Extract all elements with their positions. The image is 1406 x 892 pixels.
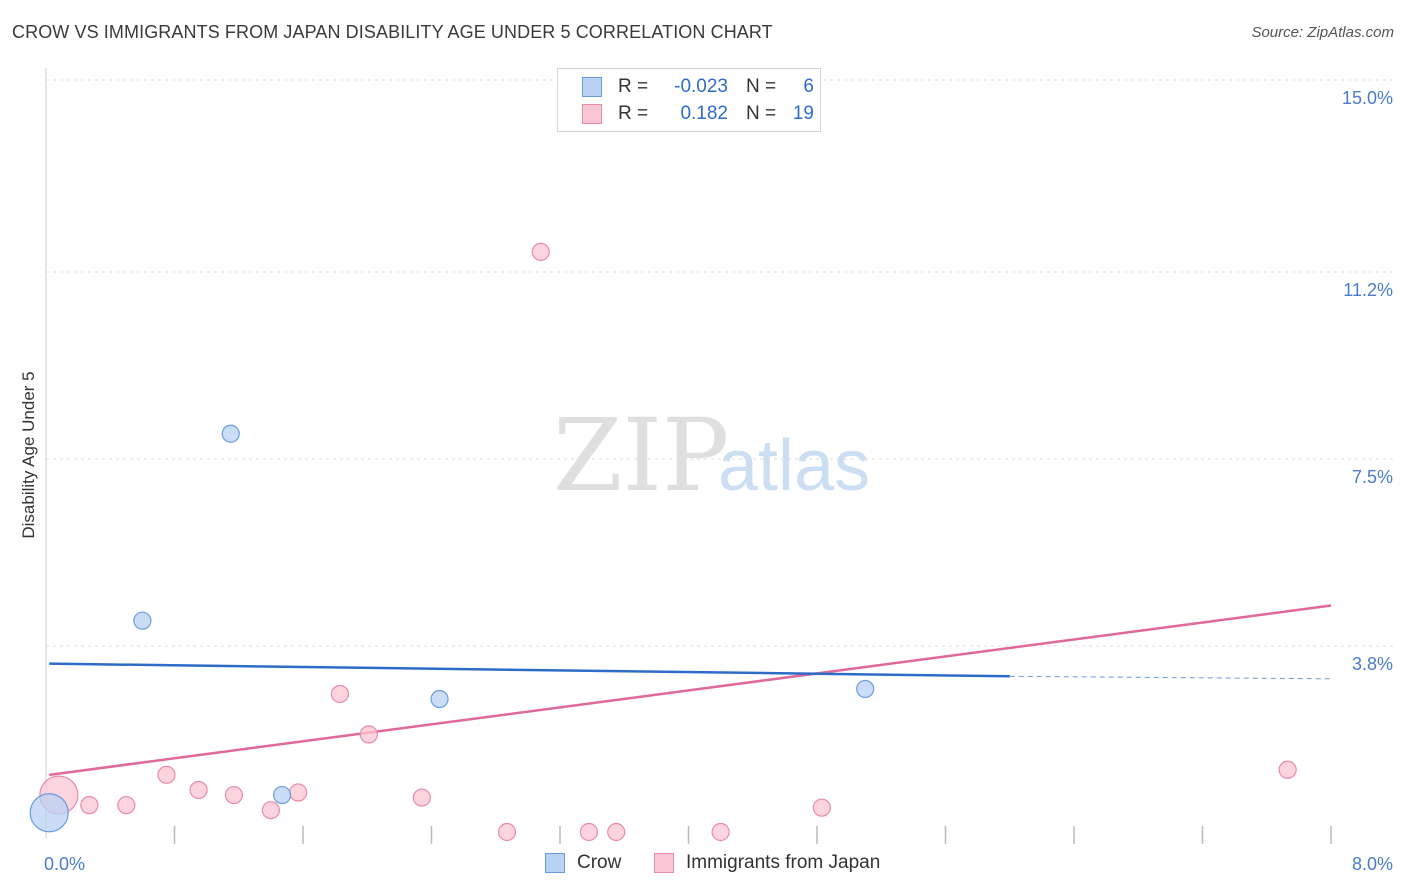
watermark-zip: ZIP	[553, 397, 729, 514]
point-japan	[607, 822, 626, 842]
point-japan	[117, 796, 136, 815]
axes	[45, 68, 1332, 844]
watermark-atlas: atlas	[718, 426, 870, 506]
crow-swatch	[582, 77, 602, 97]
trendline-crow-extension	[1009, 675, 1332, 680]
point-crow	[221, 424, 240, 443]
japan-swatch	[582, 104, 602, 124]
japan-swatch	[654, 853, 674, 873]
y-axis-label: Disability Age Under 5	[19, 371, 38, 538]
trendline-crow	[49, 662, 1010, 678]
point-japan	[412, 788, 431, 807]
data-points	[29, 106, 1297, 842]
point-crow	[133, 611, 152, 630]
x-tick-label: 8.0%	[1352, 854, 1393, 874]
y-tick-labels: 3.8% 7.5% 11.2% 15.0%	[1342, 88, 1393, 674]
source-label: Source: ZipAtlas.com	[1251, 24, 1394, 41]
n-value: 6	[803, 76, 814, 97]
y-tick-label: 11.2%	[1343, 280, 1393, 300]
point-japan	[224, 785, 244, 805]
legend-item-crow[interactable]: Crow	[545, 852, 621, 874]
point-japan	[579, 822, 599, 842]
chart-title: CROW VS IMMIGRANTS FROM JAPAN DISABILITY…	[12, 22, 773, 42]
point-japan	[330, 684, 350, 704]
point-japan	[189, 780, 208, 800]
stats-legend: R = -0.023 N = 6 R = 0.182 N = 19	[557, 68, 821, 132]
x-tick-labels: 0.0% 8.0%	[44, 854, 1393, 874]
crow-swatch	[545, 853, 565, 873]
y-tick-label: 15.0%	[1342, 88, 1393, 108]
point-japan	[289, 783, 308, 802]
series-legend: Crow Immigrants from Japan	[0, 852, 1406, 878]
point-japan	[157, 765, 176, 784]
point-japan	[80, 796, 99, 815]
r-value: -0.023	[674, 76, 728, 97]
point-crow	[29, 793, 69, 833]
point-japan	[711, 822, 730, 842]
y-tick-label: 7.5%	[1352, 467, 1393, 487]
trendlines	[49, 604, 1332, 777]
point-japan	[359, 725, 378, 744]
legend-label-japan: Immigrants from Japan	[686, 852, 881, 873]
point-japan	[261, 801, 280, 820]
gridlines	[46, 79, 1393, 647]
legend-label-crow: Crow	[577, 852, 622, 873]
point-crow	[430, 689, 449, 709]
point-crow	[856, 679, 875, 699]
point-japan	[497, 822, 517, 842]
stats-row-japan: R = 0.182 N = 19	[582, 102, 814, 126]
n-label: N =	[746, 103, 777, 124]
point-japan	[812, 798, 831, 817]
trendline-japan	[49, 604, 1332, 777]
point-crow	[273, 785, 292, 805]
n-label: N =	[746, 76, 777, 97]
y-tick-label: 3.8%	[1352, 654, 1393, 674]
n-value: 19	[792, 103, 814, 124]
legend-item-japan[interactable]: Immigrants from Japan	[654, 852, 880, 874]
point-japan	[531, 242, 550, 261]
stats-row-crow: R = -0.023 N = 6	[582, 75, 814, 99]
r-value: 0.182	[680, 103, 728, 124]
x-tick-label: 0.0%	[44, 854, 85, 874]
r-label: R =	[618, 76, 649, 97]
point-japan	[1278, 760, 1297, 779]
r-label: R =	[618, 103, 649, 124]
